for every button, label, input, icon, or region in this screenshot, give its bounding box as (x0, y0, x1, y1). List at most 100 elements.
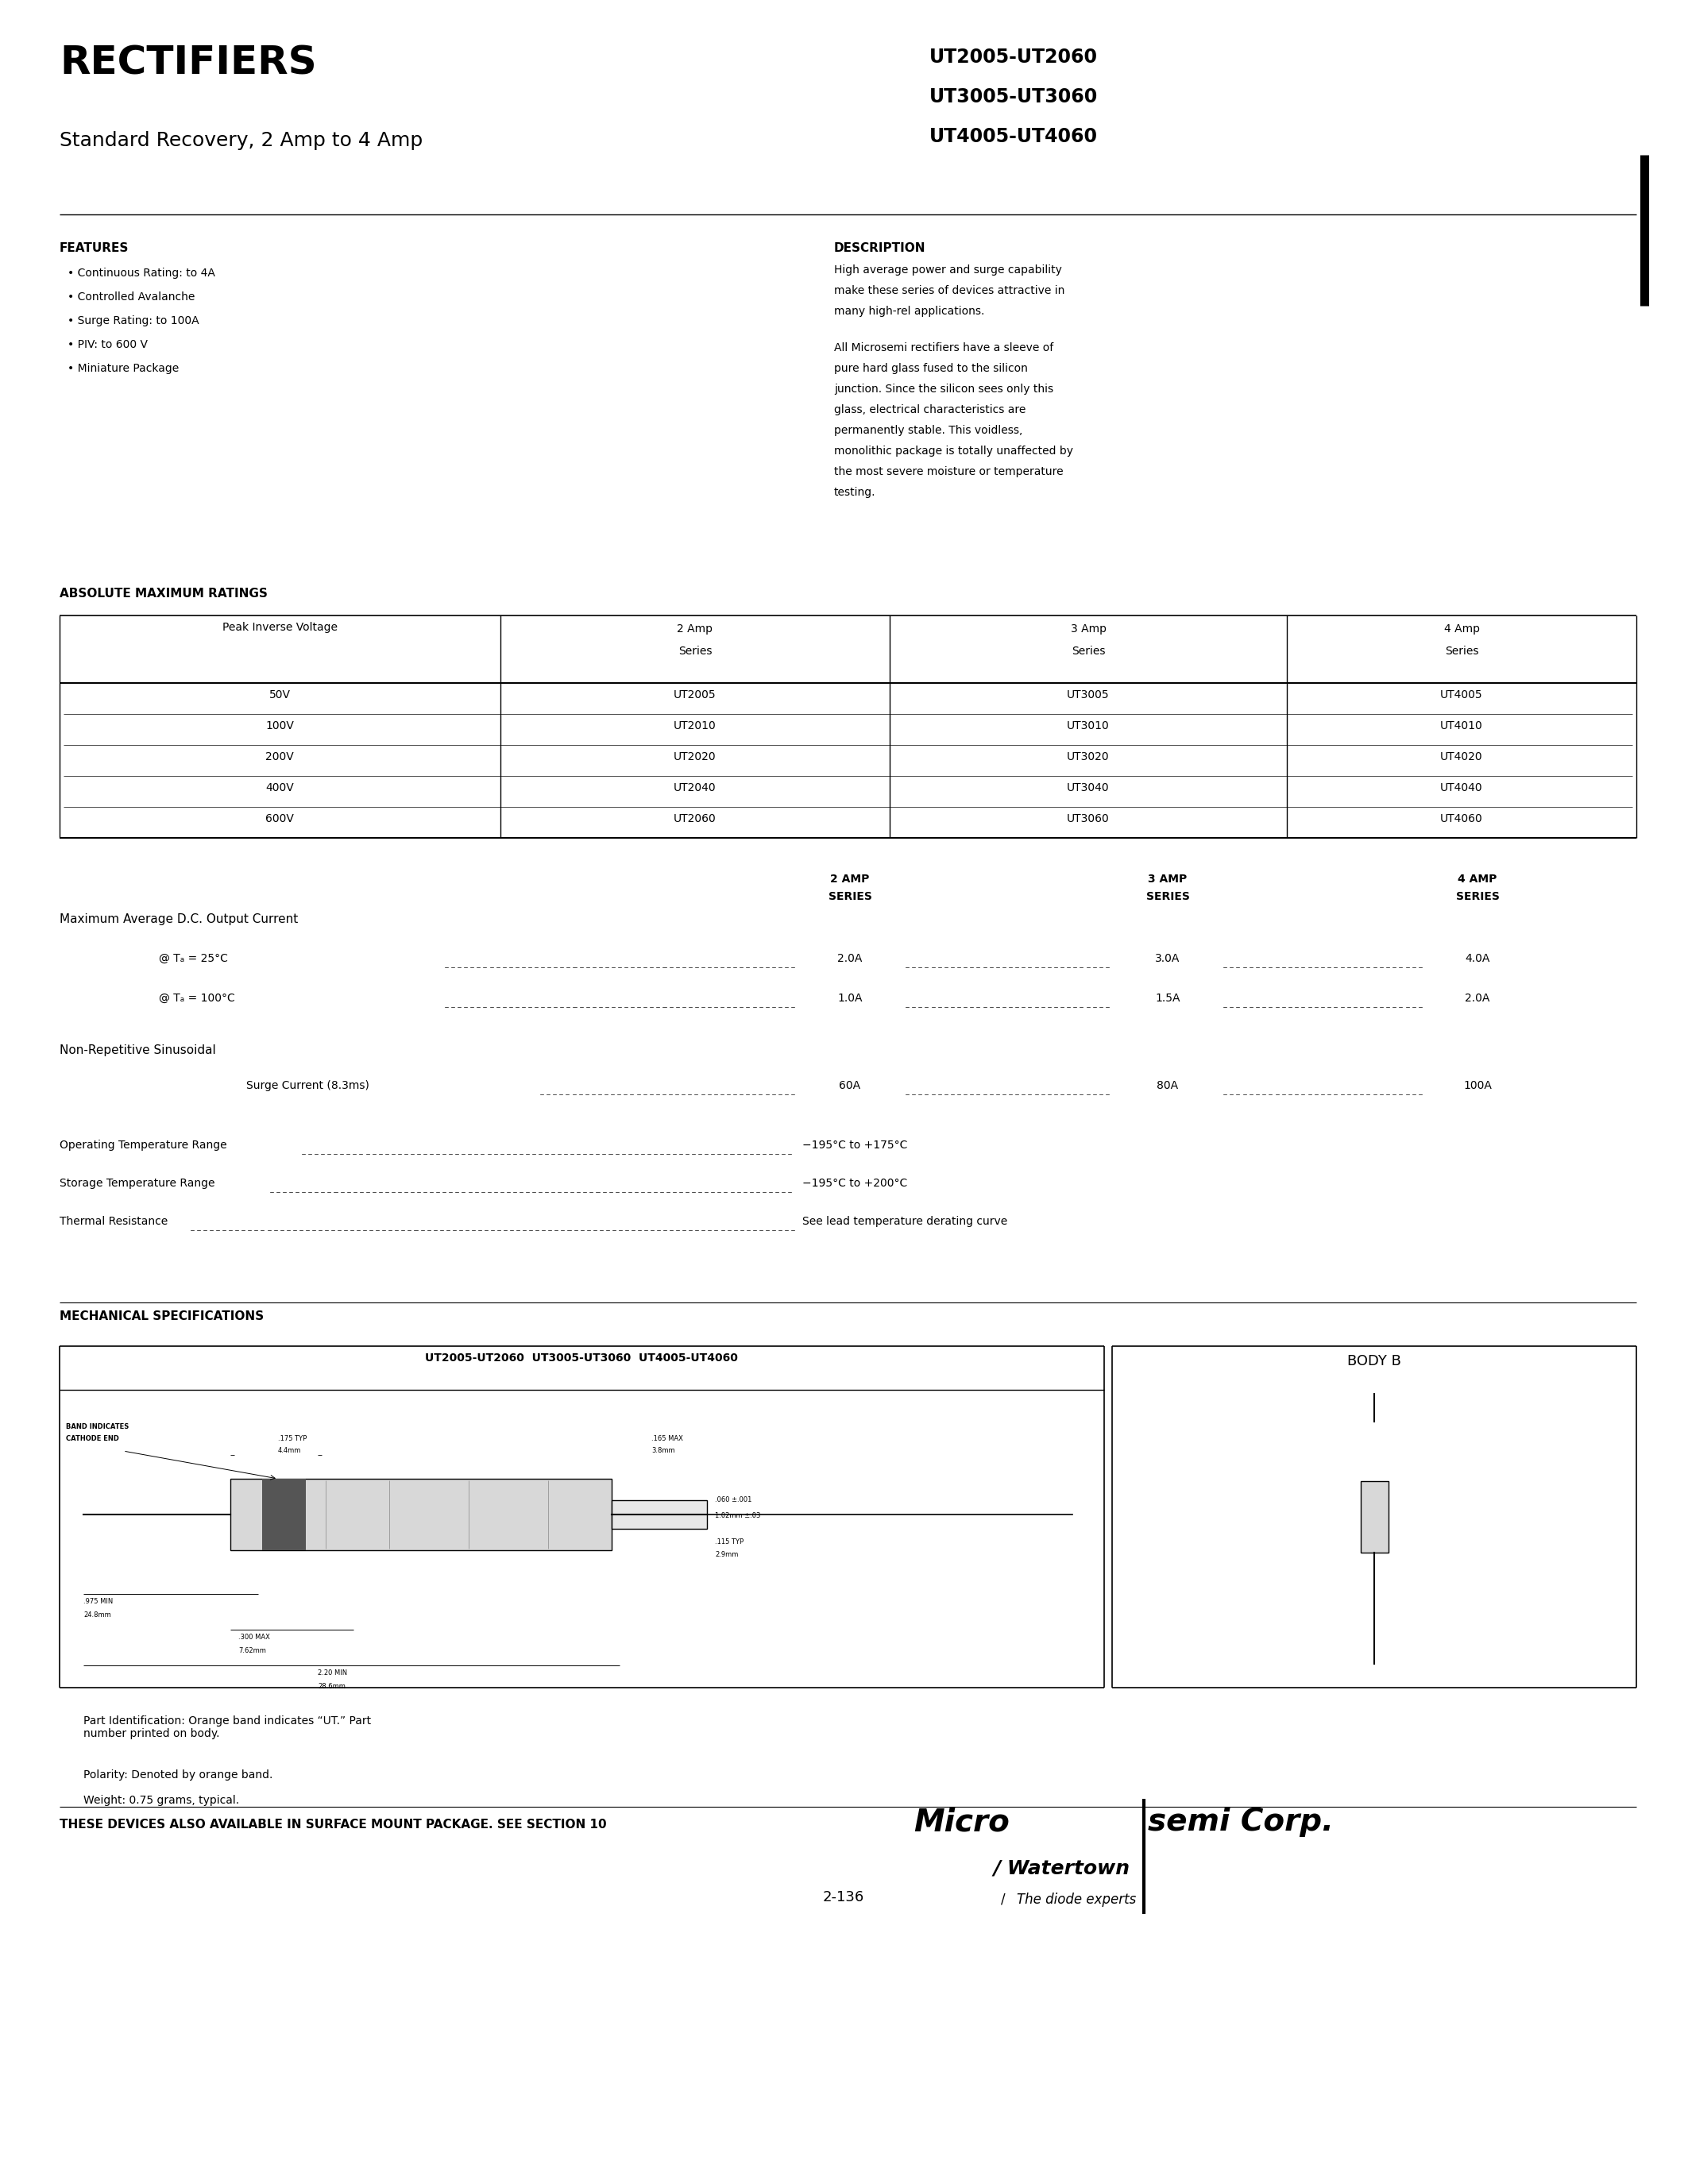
Text: FEATURES: FEATURES (59, 242, 128, 253)
Text: .175 TYP: .175 TYP (279, 1435, 307, 1441)
Text: Micro: Micro (913, 1806, 1009, 1837)
Text: 1.02mm ±.03: 1.02mm ±.03 (716, 1511, 761, 1520)
Text: 3.8mm: 3.8mm (652, 1448, 675, 1455)
Text: UT4005-UT4060: UT4005-UT4060 (930, 127, 1097, 146)
Text: See lead temperature derating curve: See lead temperature derating curve (802, 1216, 1008, 1227)
Text: 3.0A: 3.0A (1155, 952, 1180, 963)
Text: 4.4mm: 4.4mm (279, 1448, 302, 1455)
Bar (262, 1479, 306, 1551)
Text: 80A: 80A (1156, 1081, 1178, 1092)
Text: monolithic package is totally unaffected by: monolithic package is totally unaffected… (834, 446, 1074, 456)
Text: MECHANICAL SPECIFICATIONS: MECHANICAL SPECIFICATIONS (59, 1310, 263, 1321)
Text: 3 Amp: 3 Amp (1070, 622, 1106, 636)
Text: UT2040: UT2040 (674, 782, 716, 793)
Text: THESE DEVICES ALSO AVAILABLE IN SURFACE MOUNT PACKAGE. SEE SECTION 10: THESE DEVICES ALSO AVAILABLE IN SURFACE … (59, 1819, 606, 1830)
Text: Maximum Average D.C. Output Current: Maximum Average D.C. Output Current (59, 913, 299, 926)
Text: the most severe moisture or temperature: the most severe moisture or temperature (834, 465, 1063, 478)
Text: testing.: testing. (834, 487, 876, 498)
Text: 2.9mm: 2.9mm (716, 1551, 738, 1557)
Text: −195°C to +200°C: −195°C to +200°C (802, 1177, 908, 1188)
Text: permanently stable. This voidless,: permanently stable. This voidless, (834, 426, 1023, 437)
Text: Peak Inverse Voltage: Peak Inverse Voltage (223, 622, 338, 633)
Text: BODY B: BODY B (1347, 1354, 1401, 1369)
Text: .060 ±.001: .060 ±.001 (716, 1496, 751, 1503)
Text: Thermal Resistance: Thermal Resistance (59, 1216, 167, 1227)
Text: UT4060: UT4060 (1440, 812, 1484, 823)
Bar (1361, 1481, 1389, 1553)
Text: junction. Since the silicon sees only this: junction. Since the silicon sees only th… (834, 384, 1053, 395)
Text: Series: Series (679, 646, 712, 657)
Text: Part Identification: Orange band indicates “UT.” Part
number printed on body.: Part Identification: Orange band indicat… (83, 1714, 371, 1738)
Text: 4.0A: 4.0A (1465, 952, 1491, 963)
Text: −195°C to +175°C: −195°C to +175°C (802, 1140, 908, 1151)
Text: Standard Recovery, 2 Amp to 4 Amp: Standard Recovery, 2 Amp to 4 Amp (59, 131, 422, 151)
Text: • Miniature Package: • Miniature Package (68, 363, 179, 373)
Text: UT4020: UT4020 (1440, 751, 1484, 762)
Text: many high-rel applications.: many high-rel applications. (834, 306, 984, 317)
Text: 50V: 50V (268, 690, 290, 701)
Text: 2 AMP: 2 AMP (830, 874, 869, 885)
Text: .165 MAX: .165 MAX (652, 1435, 684, 1441)
Text: UT3060: UT3060 (1067, 812, 1109, 823)
Text: • Continuous Rating: to 4A: • Continuous Rating: to 4A (68, 269, 214, 280)
Text: 2.0A: 2.0A (1465, 994, 1491, 1005)
Text: Surge Current (8.3ms): Surge Current (8.3ms) (246, 1081, 370, 1092)
Text: 100V: 100V (265, 721, 294, 732)
Text: @ Tₐ = 25°C: @ Tₐ = 25°C (159, 952, 228, 963)
Text: 4 Amp: 4 Amp (1443, 622, 1479, 636)
Text: 4 AMP: 4 AMP (1458, 874, 1497, 885)
Text: / Watertown: / Watertown (993, 1859, 1129, 1878)
Text: 200V: 200V (265, 751, 294, 762)
Text: The diode experts: The diode experts (1016, 1894, 1136, 1907)
Text: Storage Temperature Range: Storage Temperature Range (59, 1177, 214, 1188)
Text: SERIES: SERIES (829, 891, 871, 902)
Text: /: / (1001, 1894, 1006, 1907)
Text: 2 Amp: 2 Amp (677, 622, 712, 636)
Text: make these series of devices attractive in: make these series of devices attractive … (834, 286, 1065, 297)
Bar (230, 1479, 611, 1551)
Text: @ Tₐ = 100°C: @ Tₐ = 100°C (159, 994, 235, 1005)
Text: • Controlled Avalanche: • Controlled Avalanche (68, 290, 194, 304)
Text: DESCRIPTION: DESCRIPTION (834, 242, 925, 253)
Text: UT3010: UT3010 (1067, 721, 1109, 732)
Text: semi Corp.: semi Corp. (1148, 1806, 1334, 1837)
Text: 1.0A: 1.0A (837, 994, 863, 1005)
Text: UT3005-UT3060: UT3005-UT3060 (930, 87, 1097, 107)
Text: 24.8mm: 24.8mm (83, 1612, 111, 1618)
Text: UT2005: UT2005 (674, 690, 716, 701)
Text: 7.62mm: 7.62mm (238, 1647, 267, 1653)
Text: UT2020: UT2020 (674, 751, 716, 762)
Text: UT2060: UT2060 (674, 812, 716, 823)
Text: UT4010: UT4010 (1440, 721, 1484, 732)
Text: RECTIFIERS: RECTIFIERS (59, 44, 317, 81)
Text: Operating Temperature Range: Operating Temperature Range (59, 1140, 226, 1151)
Text: Weight: 0.75 grams, typical.: Weight: 0.75 grams, typical. (83, 1795, 240, 1806)
Text: glass, electrical characteristics are: glass, electrical characteristics are (834, 404, 1026, 415)
Text: All Microsemi rectifiers have a sleeve of: All Microsemi rectifiers have a sleeve o… (834, 343, 1053, 354)
Text: Polarity: Denoted by orange band.: Polarity: Denoted by orange band. (83, 1769, 273, 1780)
Text: 3 AMP: 3 AMP (1148, 874, 1187, 885)
Text: SERIES: SERIES (1455, 891, 1499, 902)
Text: 400V: 400V (265, 782, 294, 793)
Text: pure hard glass fused to the silicon: pure hard glass fused to the silicon (834, 363, 1028, 373)
Text: SERIES: SERIES (1146, 891, 1190, 902)
Text: • Surge Rating: to 100A: • Surge Rating: to 100A (68, 314, 199, 325)
Text: BAND INDICATES: BAND INDICATES (66, 1424, 128, 1431)
Text: 1.5A: 1.5A (1155, 994, 1180, 1005)
Text: 2.0A: 2.0A (837, 952, 863, 963)
Text: 2.20 MIN: 2.20 MIN (317, 1669, 348, 1677)
Text: • PIV: to 600 V: • PIV: to 600 V (68, 339, 149, 349)
Text: CATHODE END: CATHODE END (66, 1435, 120, 1441)
Text: .115 TYP: .115 TYP (716, 1538, 744, 1546)
Bar (611, 1500, 707, 1529)
Text: UT4040: UT4040 (1440, 782, 1484, 793)
Text: UT3005: UT3005 (1067, 690, 1109, 701)
Text: ABSOLUTE MAXIMUM RATINGS: ABSOLUTE MAXIMUM RATINGS (59, 587, 268, 601)
Text: UT4005: UT4005 (1440, 690, 1484, 701)
Text: Non-Repetitive Sinusoidal: Non-Repetitive Sinusoidal (59, 1044, 216, 1057)
Text: Series: Series (1072, 646, 1106, 657)
Text: 600V: 600V (265, 812, 294, 823)
Text: .300 MAX: .300 MAX (238, 1634, 270, 1640)
Text: 60A: 60A (839, 1081, 861, 1092)
Text: High average power and surge capability: High average power and surge capability (834, 264, 1062, 275)
